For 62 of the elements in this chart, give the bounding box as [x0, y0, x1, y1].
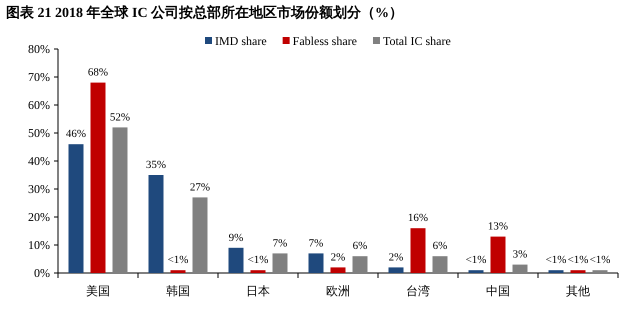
data-label: <1%	[568, 254, 588, 266]
y-tick-label: 70%	[28, 70, 50, 84]
data-label: 2%	[388, 251, 404, 264]
legend-label: Fabless share	[292, 34, 357, 48]
data-label: 35%	[146, 159, 166, 171]
bar	[432, 256, 448, 273]
y-tick-label: 40%	[28, 154, 50, 168]
bar	[410, 228, 426, 273]
bar	[570, 270, 586, 273]
y-tick-label: 20%	[28, 210, 50, 224]
bar	[272, 253, 288, 273]
x-tick-label: 欧洲	[326, 284, 350, 298]
x-tick-label: 美国	[86, 284, 110, 298]
data-label: 52%	[110, 111, 130, 124]
data-label: 2%	[330, 251, 346, 264]
y-tick-label: 60%	[28, 98, 50, 112]
y-tick-label: 30%	[28, 182, 50, 196]
bar	[90, 82, 106, 273]
bar	[468, 270, 484, 273]
y-tick-label: 0%	[34, 266, 50, 280]
x-tick-label: 中国	[486, 284, 510, 298]
bar	[192, 197, 208, 273]
x-tick-label: 日本	[246, 284, 270, 298]
x-tick-label: 其他	[566, 284, 590, 298]
bar	[170, 270, 186, 273]
x-tick-label: 韩国	[166, 284, 190, 298]
data-label: 46%	[66, 128, 86, 140]
bar	[148, 175, 164, 273]
bar	[388, 267, 404, 273]
data-label: <1%	[466, 254, 486, 266]
bar	[548, 270, 564, 273]
data-label: 68%	[88, 66, 108, 79]
data-label: 3%	[512, 248, 528, 261]
bar	[308, 253, 324, 273]
data-label: <1%	[248, 254, 268, 266]
data-label: <1%	[168, 254, 188, 266]
y-tick-label: 10%	[28, 238, 50, 252]
data-label: 16%	[408, 212, 428, 224]
data-label: 27%	[190, 181, 210, 194]
bar	[228, 248, 244, 273]
bar	[592, 270, 608, 273]
data-label: 13%	[488, 220, 508, 233]
data-label: 6%	[352, 240, 368, 252]
chart-title: 图表 21 2018 年全球 IC 公司按总部所在地区市场份额划分（%）	[6, 4, 404, 21]
legend-label: Total IC share	[382, 34, 451, 48]
data-label: 7%	[308, 237, 324, 250]
x-tick-label: 台湾	[406, 284, 430, 298]
bar	[250, 270, 266, 273]
bar	[330, 267, 346, 273]
bar	[490, 236, 506, 273]
y-tick-label: 80%	[28, 42, 50, 56]
data-label: <1%	[590, 254, 610, 266]
bar	[112, 127, 128, 273]
data-label: 7%	[272, 237, 288, 250]
bar	[68, 144, 84, 273]
data-label: 6%	[432, 240, 448, 252]
data-label: <1%	[546, 254, 566, 266]
y-tick-label: 50%	[28, 126, 50, 140]
legend-label: IMD share	[215, 34, 267, 48]
bar	[352, 256, 368, 273]
data-label: 9%	[228, 232, 244, 244]
bar	[512, 264, 528, 273]
